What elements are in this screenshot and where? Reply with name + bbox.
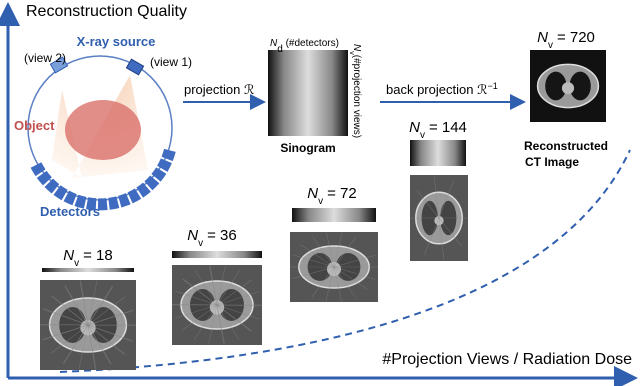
ct-image (410, 175, 468, 261)
level-subscript: v (318, 196, 323, 207)
axis-text: (#projection views) (351, 55, 362, 138)
ct-image (290, 232, 378, 302)
level-symbol: N (307, 185, 318, 202)
level-value: = 18 (83, 247, 113, 264)
view-axis-label: Nv(#projection views) (349, 44, 363, 138)
level-label: Nv = 720 (537, 29, 595, 51)
object-label: Object (14, 118, 55, 133)
back-projection-label: back projection (386, 82, 473, 97)
axis-subscript: v (349, 51, 356, 55)
ct-streak (424, 180, 454, 256)
sinogram-image (268, 50, 348, 136)
level-label: Nv = 72 (307, 185, 356, 207)
detector-label: Detectors (40, 204, 100, 219)
source-label: X-ray source (77, 34, 156, 49)
ct-streak (209, 265, 225, 345)
level-symbol: N (537, 29, 548, 46)
reconstructed-label: CT Image (525, 155, 579, 169)
sinogram-strip (410, 140, 466, 166)
projection-label: projection (184, 82, 240, 97)
level-label: Nv = 18 (63, 247, 112, 269)
ct-streak (325, 232, 343, 302)
ct-lung (569, 71, 591, 101)
sinogram-label: Sinogram (280, 141, 335, 155)
back-projection-text: back projection ℛ−1 (386, 81, 498, 97)
axis-symbol: N (351, 44, 362, 52)
sinogram-strip (292, 208, 376, 222)
ct-heart (561, 82, 575, 95)
axis-subscript: d (277, 44, 283, 55)
projection-operator: ℛ (244, 82, 254, 97)
quality-curve (59, 149, 631, 373)
axis-text: (#detectors) (286, 38, 339, 49)
view-2-label: (view 2) (24, 51, 66, 65)
axis-symbol: N (270, 38, 278, 49)
back-projection-operator: ℛ (477, 82, 487, 97)
levels: Nv = 720 Nv = 144 Nv = 72 Nv = 36 Nv = 18 (40, 29, 606, 370)
x-axis-label: #Projection Views / Radiation Dose (382, 351, 632, 368)
ct-lung (545, 71, 567, 101)
ct-image (40, 280, 136, 370)
level-symbol: N (63, 247, 74, 264)
level-value: = 144 (429, 119, 467, 136)
ct-image (172, 265, 262, 345)
level-subscript: v (420, 130, 425, 141)
y-axis-label: Reconstruction Quality (26, 3, 187, 20)
scanner (27, 55, 176, 211)
level-value: = 72 (327, 185, 357, 202)
ct-image (530, 50, 606, 122)
level-subscript: v (74, 258, 79, 269)
sinogram-strip (172, 251, 262, 258)
level-value: = 36 (207, 227, 237, 244)
level-symbol: N (187, 227, 198, 244)
level-subscript: v (548, 40, 553, 51)
reconstructed-label: Reconstructed (524, 139, 608, 153)
view-1-label: (view 1) (150, 55, 192, 69)
level-subscript: v (198, 238, 203, 249)
projection-text: projection ℛ (184, 82, 254, 97)
ct-streak (64, 285, 112, 365)
ct-heart (326, 262, 342, 277)
level-symbol: N (409, 119, 420, 136)
level-value: = 720 (557, 29, 595, 46)
level-label: Nv = 36 (187, 227, 236, 249)
back-projection-superscript: −1 (487, 81, 497, 91)
sinogram-strip (42, 268, 134, 272)
detector-axis-label: Nd (#detectors) (270, 38, 339, 55)
level-label: Nv = 144 (409, 119, 467, 141)
